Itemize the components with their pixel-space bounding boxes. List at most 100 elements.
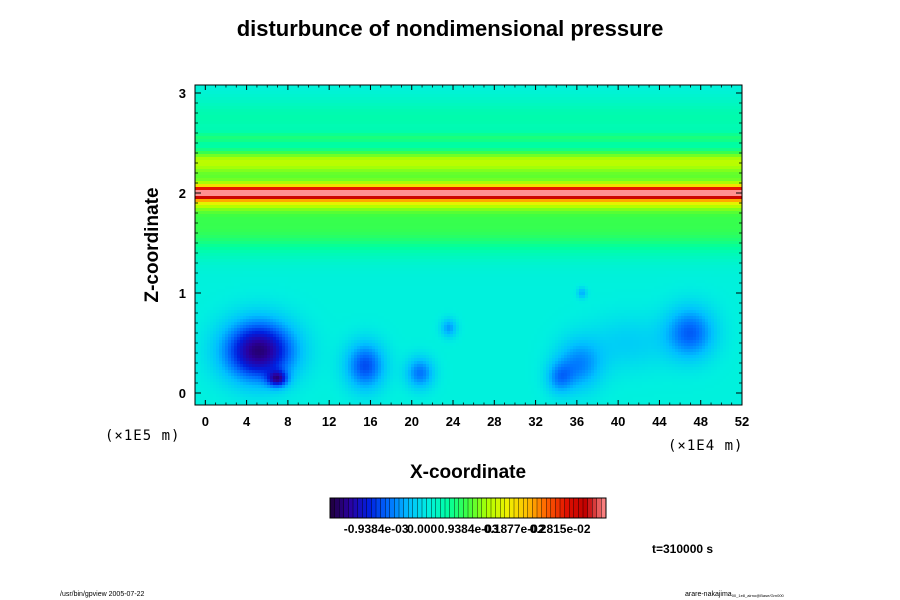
heatmap-cell (357, 112, 360, 115)
heatmap-cell (642, 145, 645, 148)
heatmap-cell (201, 163, 204, 166)
heatmap-cell (543, 160, 546, 163)
heatmap-cell (714, 142, 717, 145)
heatmap-cell (468, 106, 471, 109)
heatmap-cell (342, 121, 345, 124)
heatmap-cell (681, 100, 684, 103)
heatmap-cell (507, 88, 510, 91)
heatmap-cell (516, 157, 519, 160)
heatmap-cell (312, 145, 315, 148)
heatmap-cell (300, 94, 303, 97)
heatmap-cell (453, 127, 456, 130)
heatmap-cell (423, 160, 426, 163)
heatmap-cell (426, 124, 429, 127)
heatmap-cell (417, 163, 420, 166)
heatmap-cell (294, 88, 297, 91)
heatmap-cell (303, 91, 306, 94)
heatmap-cell (234, 130, 237, 133)
heatmap-cell (492, 103, 495, 106)
heatmap-cell (519, 124, 522, 127)
heatmap-cell (210, 121, 213, 124)
heatmap-cell (390, 88, 393, 91)
heatmap-cell (312, 118, 315, 121)
heatmap-cell (483, 142, 486, 145)
heatmap-cell (219, 109, 222, 112)
heatmap-cell (552, 157, 555, 160)
heatmap-cell (666, 160, 669, 163)
heatmap-cell (225, 133, 228, 136)
heatmap-cell (693, 88, 696, 91)
heatmap-cell (231, 142, 234, 145)
heatmap-cell (687, 160, 690, 163)
heatmap-cell (348, 100, 351, 103)
heatmap-cell (285, 112, 288, 115)
heatmap-cell (465, 145, 468, 148)
heatmap-cell (582, 157, 585, 160)
heatmap-cell (198, 121, 201, 124)
heatmap-cell (660, 148, 663, 151)
heatmap-cell (471, 109, 474, 112)
heatmap-cell (507, 157, 510, 160)
heatmap-cell (387, 157, 390, 160)
heatmap-cell (333, 106, 336, 109)
heatmap-cell (621, 103, 624, 106)
heatmap-cell (513, 97, 516, 100)
heatmap-cell (543, 133, 546, 136)
heatmap-cell (438, 157, 441, 160)
heatmap-cell (402, 88, 405, 91)
heatmap-cell (378, 163, 381, 166)
heatmap-cell (258, 157, 261, 160)
heatmap-cell (651, 109, 654, 112)
heatmap-cell (705, 151, 708, 154)
heatmap-cell (348, 133, 351, 136)
heatmap-cell (300, 91, 303, 94)
heatmap-cell (549, 163, 552, 166)
heatmap-cell (618, 100, 621, 103)
heatmap-cell (402, 103, 405, 106)
heatmap-cell (624, 118, 627, 121)
heatmap-cell (273, 160, 276, 163)
heatmap-cell (300, 115, 303, 118)
heatmap-cell (294, 148, 297, 151)
heatmap-cell (198, 166, 201, 169)
heatmap-cell (342, 145, 345, 148)
heatmap-cell (456, 163, 459, 166)
heatmap-cell (459, 112, 462, 115)
heatmap-cell (570, 142, 573, 145)
heatmap-cell (384, 139, 387, 142)
heatmap-cell (597, 106, 600, 109)
heatmap-cell (234, 94, 237, 97)
heatmap-cell (726, 142, 729, 145)
heatmap-cell (312, 130, 315, 133)
heatmap-cell (471, 91, 474, 94)
heatmap-cell (447, 103, 450, 106)
heatmap-cell (498, 148, 501, 151)
heatmap-cell (225, 163, 228, 166)
heatmap-cell (708, 133, 711, 136)
heatmap-cell (267, 106, 270, 109)
heatmap-cell (414, 157, 417, 160)
heatmap-cell (489, 124, 492, 127)
heatmap-cell (207, 121, 210, 124)
heatmap-cell (489, 115, 492, 118)
heatmap-cell (462, 136, 465, 139)
heatmap-cell (648, 88, 651, 91)
heatmap-cell (684, 103, 687, 106)
heatmap-cell (651, 163, 654, 166)
heatmap-cell (369, 154, 372, 157)
heatmap-cell (450, 106, 453, 109)
heatmap-cell (342, 100, 345, 103)
heatmap-cell (258, 118, 261, 121)
heatmap-cell (561, 148, 564, 151)
heatmap-cell (498, 142, 501, 145)
heatmap-cell (675, 142, 678, 145)
heatmap-cell (288, 133, 291, 136)
heatmap-cell (639, 151, 642, 154)
heatmap-cell (321, 91, 324, 94)
heatmap-cell (534, 103, 537, 106)
heatmap-cell (579, 118, 582, 121)
heatmap-cell (219, 121, 222, 124)
heatmap-cell (270, 112, 273, 115)
heatmap-cell (273, 151, 276, 154)
heatmap-cell (396, 97, 399, 100)
